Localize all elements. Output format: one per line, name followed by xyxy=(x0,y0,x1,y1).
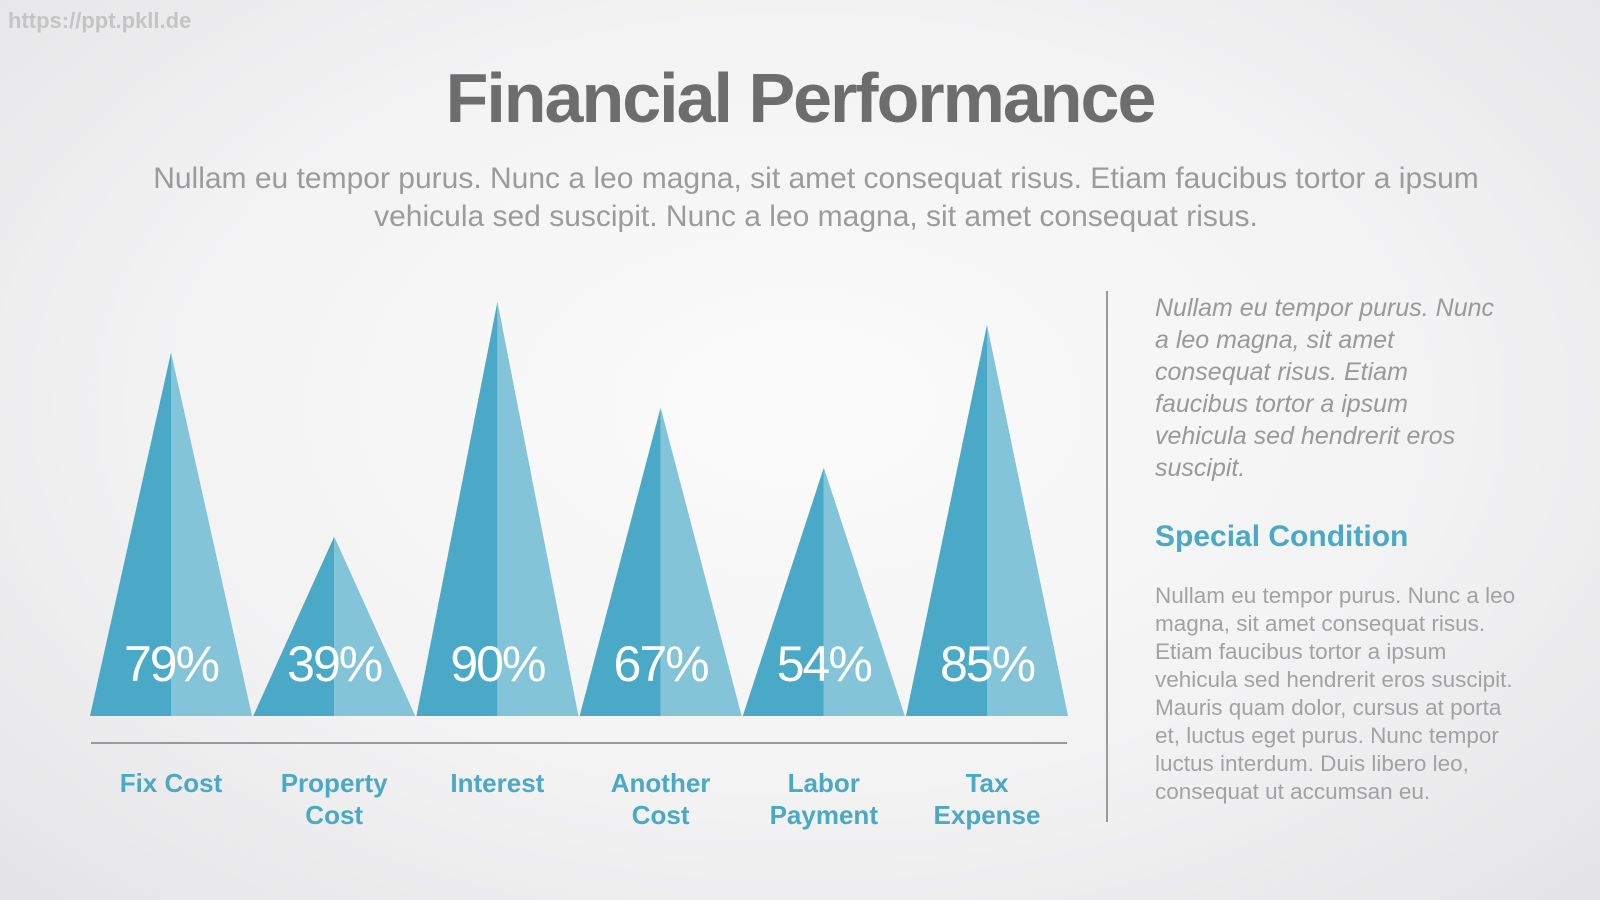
value-label: 67% xyxy=(614,636,709,692)
triangle-right xyxy=(334,536,416,716)
triangle-right-shade xyxy=(171,352,252,716)
title: Financial Performance xyxy=(445,59,1157,137)
category-label: Labor Payment xyxy=(769,768,878,830)
triangle-right-shade xyxy=(987,325,1068,716)
triangle-left xyxy=(906,325,987,716)
triangle-right-shade xyxy=(334,536,416,716)
triangle xyxy=(90,352,252,716)
triangle xyxy=(253,536,416,716)
triangle-right xyxy=(823,467,905,716)
triangle-left xyxy=(742,467,824,716)
value-label: 85% xyxy=(940,636,1035,692)
triangle-right xyxy=(171,352,252,716)
sidebar-body: Nullam eu tempor purus. Nunc a leo magna… xyxy=(1155,583,1516,804)
value-label: 39% xyxy=(287,636,382,692)
value-label: 54% xyxy=(777,636,872,692)
triangle-left xyxy=(253,536,335,716)
triangle-right xyxy=(987,325,1068,716)
triangle-right-shade xyxy=(823,467,905,716)
category-label: Property Cost xyxy=(280,768,388,830)
category-label: Interest xyxy=(450,768,545,798)
category-label: Another Cost xyxy=(610,768,711,830)
watermark: https://ppt.pkll.de xyxy=(8,8,192,33)
category-label: Fix Cost xyxy=(119,768,223,798)
triangle-left xyxy=(579,407,661,716)
subtitle: Nullam eu tempor purus. Nunc a leo magna… xyxy=(153,162,1479,233)
triangle-right xyxy=(497,302,579,716)
triangle xyxy=(416,302,579,716)
triangle-right xyxy=(660,407,742,716)
sidebar-intro: Nullam eu tempor purus. Nunc a leo magna… xyxy=(1155,294,1495,482)
triangle xyxy=(906,325,1068,716)
triangle-left xyxy=(416,302,498,716)
triangle-right-shade xyxy=(660,407,742,716)
category-label: Tax Expense xyxy=(933,768,1041,830)
triangle xyxy=(742,467,905,716)
sidebar-heading: Special Condition xyxy=(1155,520,1409,553)
value-label: 90% xyxy=(450,636,545,692)
triangle-left xyxy=(90,352,171,716)
value-label: 79% xyxy=(124,636,219,692)
triangle-right-shade xyxy=(497,302,579,716)
triangle xyxy=(579,407,742,716)
